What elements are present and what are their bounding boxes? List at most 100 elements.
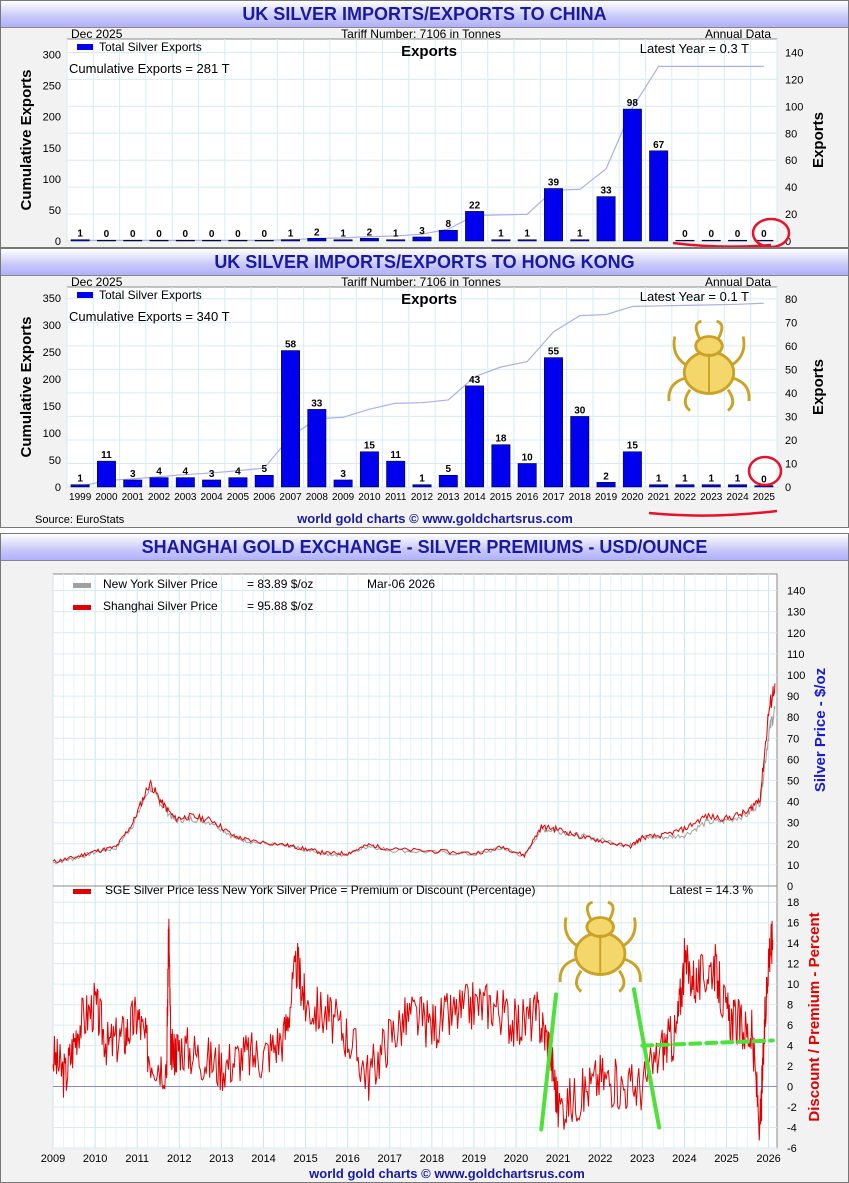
x-tick-label: 2017: [542, 492, 565, 503]
bar-label: 58: [285, 340, 297, 351]
x-tick-label: 2017: [378, 1153, 402, 1165]
bar: [412, 236, 432, 242]
right-tick-label: 0: [785, 236, 791, 247]
left-axis-label: Cumulative Exports: [18, 317, 35, 458]
right-tick-label: 120: [785, 74, 803, 86]
bar-label: 0: [235, 229, 241, 240]
bar: [228, 239, 248, 242]
bar: [281, 239, 300, 242]
legend-value-sh: = 95.88 $/oz: [247, 599, 313, 613]
bar: [333, 479, 353, 488]
bar-label: 5: [446, 464, 452, 475]
bar: [491, 444, 511, 488]
right-tick-label: 40: [785, 388, 797, 400]
left-tick-label: 50: [49, 455, 61, 467]
bar: [202, 239, 222, 242]
bar: [386, 239, 406, 242]
right-tick-label: 10: [787, 860, 799, 872]
bar: [517, 239, 537, 242]
legend-date: Mar-06 2026: [367, 577, 435, 591]
right-tick-label: 12: [787, 959, 799, 971]
bar-label: 0: [130, 229, 136, 240]
bar-label: 1: [77, 229, 83, 240]
x-tick-label: 2012: [167, 1153, 191, 1165]
right-tick-label: 30: [785, 411, 797, 423]
bar-label: 3: [419, 226, 425, 237]
x-tick-label: 2020: [621, 492, 644, 503]
left-tick-label: 150: [43, 143, 61, 155]
left-axis-label: Cumulative Exports: [18, 70, 35, 211]
bar: [701, 484, 721, 488]
bar-label: 18: [495, 434, 507, 445]
bar: [149, 239, 169, 242]
right-tick-label: 110: [787, 649, 805, 661]
right-tick-label: 80: [787, 712, 799, 724]
bar-label: 1: [393, 229, 399, 240]
bar-label: 1: [656, 474, 662, 485]
legend-label-ny: New York Silver Price: [103, 577, 218, 591]
shanghai-price-line: [52, 683, 776, 864]
x-tick-label: 2020: [504, 1153, 528, 1165]
x-tick-label: 2025: [753, 492, 776, 503]
x-tick-label: 2019: [595, 492, 618, 503]
bar: [465, 385, 485, 488]
header-date: Dec 2025: [71, 275, 123, 289]
bar: [596, 196, 616, 242]
bar-label: 11: [390, 450, 401, 461]
bar: [333, 239, 353, 242]
legend-swatch-sh: [73, 605, 91, 610]
x-tick-label: 2013: [209, 1153, 233, 1165]
bar-label: 1: [77, 474, 83, 485]
bar-label: 0: [708, 229, 714, 240]
bar: [359, 451, 379, 488]
footer-credit: world gold charts © www.goldchartsrus.co…: [296, 511, 573, 526]
left-tick-label: 350: [43, 293, 61, 305]
x-tick-label: 2018: [569, 492, 592, 503]
bar: [123, 479, 143, 488]
right-tick-label: -6: [787, 1143, 797, 1155]
header-date: Dec 2025: [71, 27, 123, 41]
x-tick-label: 2015: [293, 1153, 317, 1165]
hongkong-exports-panel: UK SILVER IMPORTS/EXPORTS TO HONG KONG 0…: [0, 248, 849, 528]
bar: [675, 239, 695, 242]
legend-label: Total Silver Exports: [99, 40, 202, 54]
bar-label: 0: [104, 229, 110, 240]
annotation-circle: [751, 217, 791, 247]
left-tick-label: 50: [49, 205, 61, 217]
bar-label: 10: [522, 452, 534, 463]
right-tick-label: 0: [787, 881, 793, 893]
plot-area: [66, 286, 778, 488]
annotation-underline: [672, 241, 772, 247]
right-tick-label: 60: [785, 341, 797, 353]
bar: [728, 484, 748, 488]
right-tick-label: 40: [785, 182, 797, 194]
right-tick-label: 0: [785, 482, 791, 494]
x-tick-label: 2021: [546, 1153, 570, 1165]
bar-label: 0: [735, 229, 741, 240]
bar: [412, 484, 432, 488]
cumulative-label: Cumulative Exports = 340 T: [69, 309, 230, 324]
header-annual: Annual Data: [705, 27, 771, 41]
bar: [438, 474, 458, 488]
bar: [596, 482, 616, 488]
bar-label: 67: [653, 140, 665, 151]
sge-premium-chart: 0102030405060708090100110120130140-6-4-2…: [41, 573, 829, 1181]
right-tick-label: 20: [787, 839, 799, 851]
legend-label-sh: Shanghai Silver Price: [103, 599, 218, 613]
bar-label: 1: [288, 229, 294, 240]
legend-swatch-ny: [73, 583, 91, 588]
bar-label: 33: [601, 186, 613, 197]
right-tick-label: 4: [787, 1041, 793, 1053]
legend-swatch: [77, 292, 93, 298]
header-annual: Annual Data: [705, 275, 771, 289]
right-tick-label: 20: [785, 209, 797, 221]
bar-label: 1: [340, 229, 346, 240]
bar-label: 1: [682, 474, 688, 485]
bar-label: 8: [446, 219, 452, 230]
bar: [517, 463, 537, 488]
left-tick-label: 250: [43, 81, 61, 93]
bar: [307, 409, 327, 488]
x-tick-label: 2019: [462, 1153, 486, 1165]
x-tick-label: 2004: [201, 492, 224, 503]
left-tick-label: 200: [43, 374, 61, 386]
